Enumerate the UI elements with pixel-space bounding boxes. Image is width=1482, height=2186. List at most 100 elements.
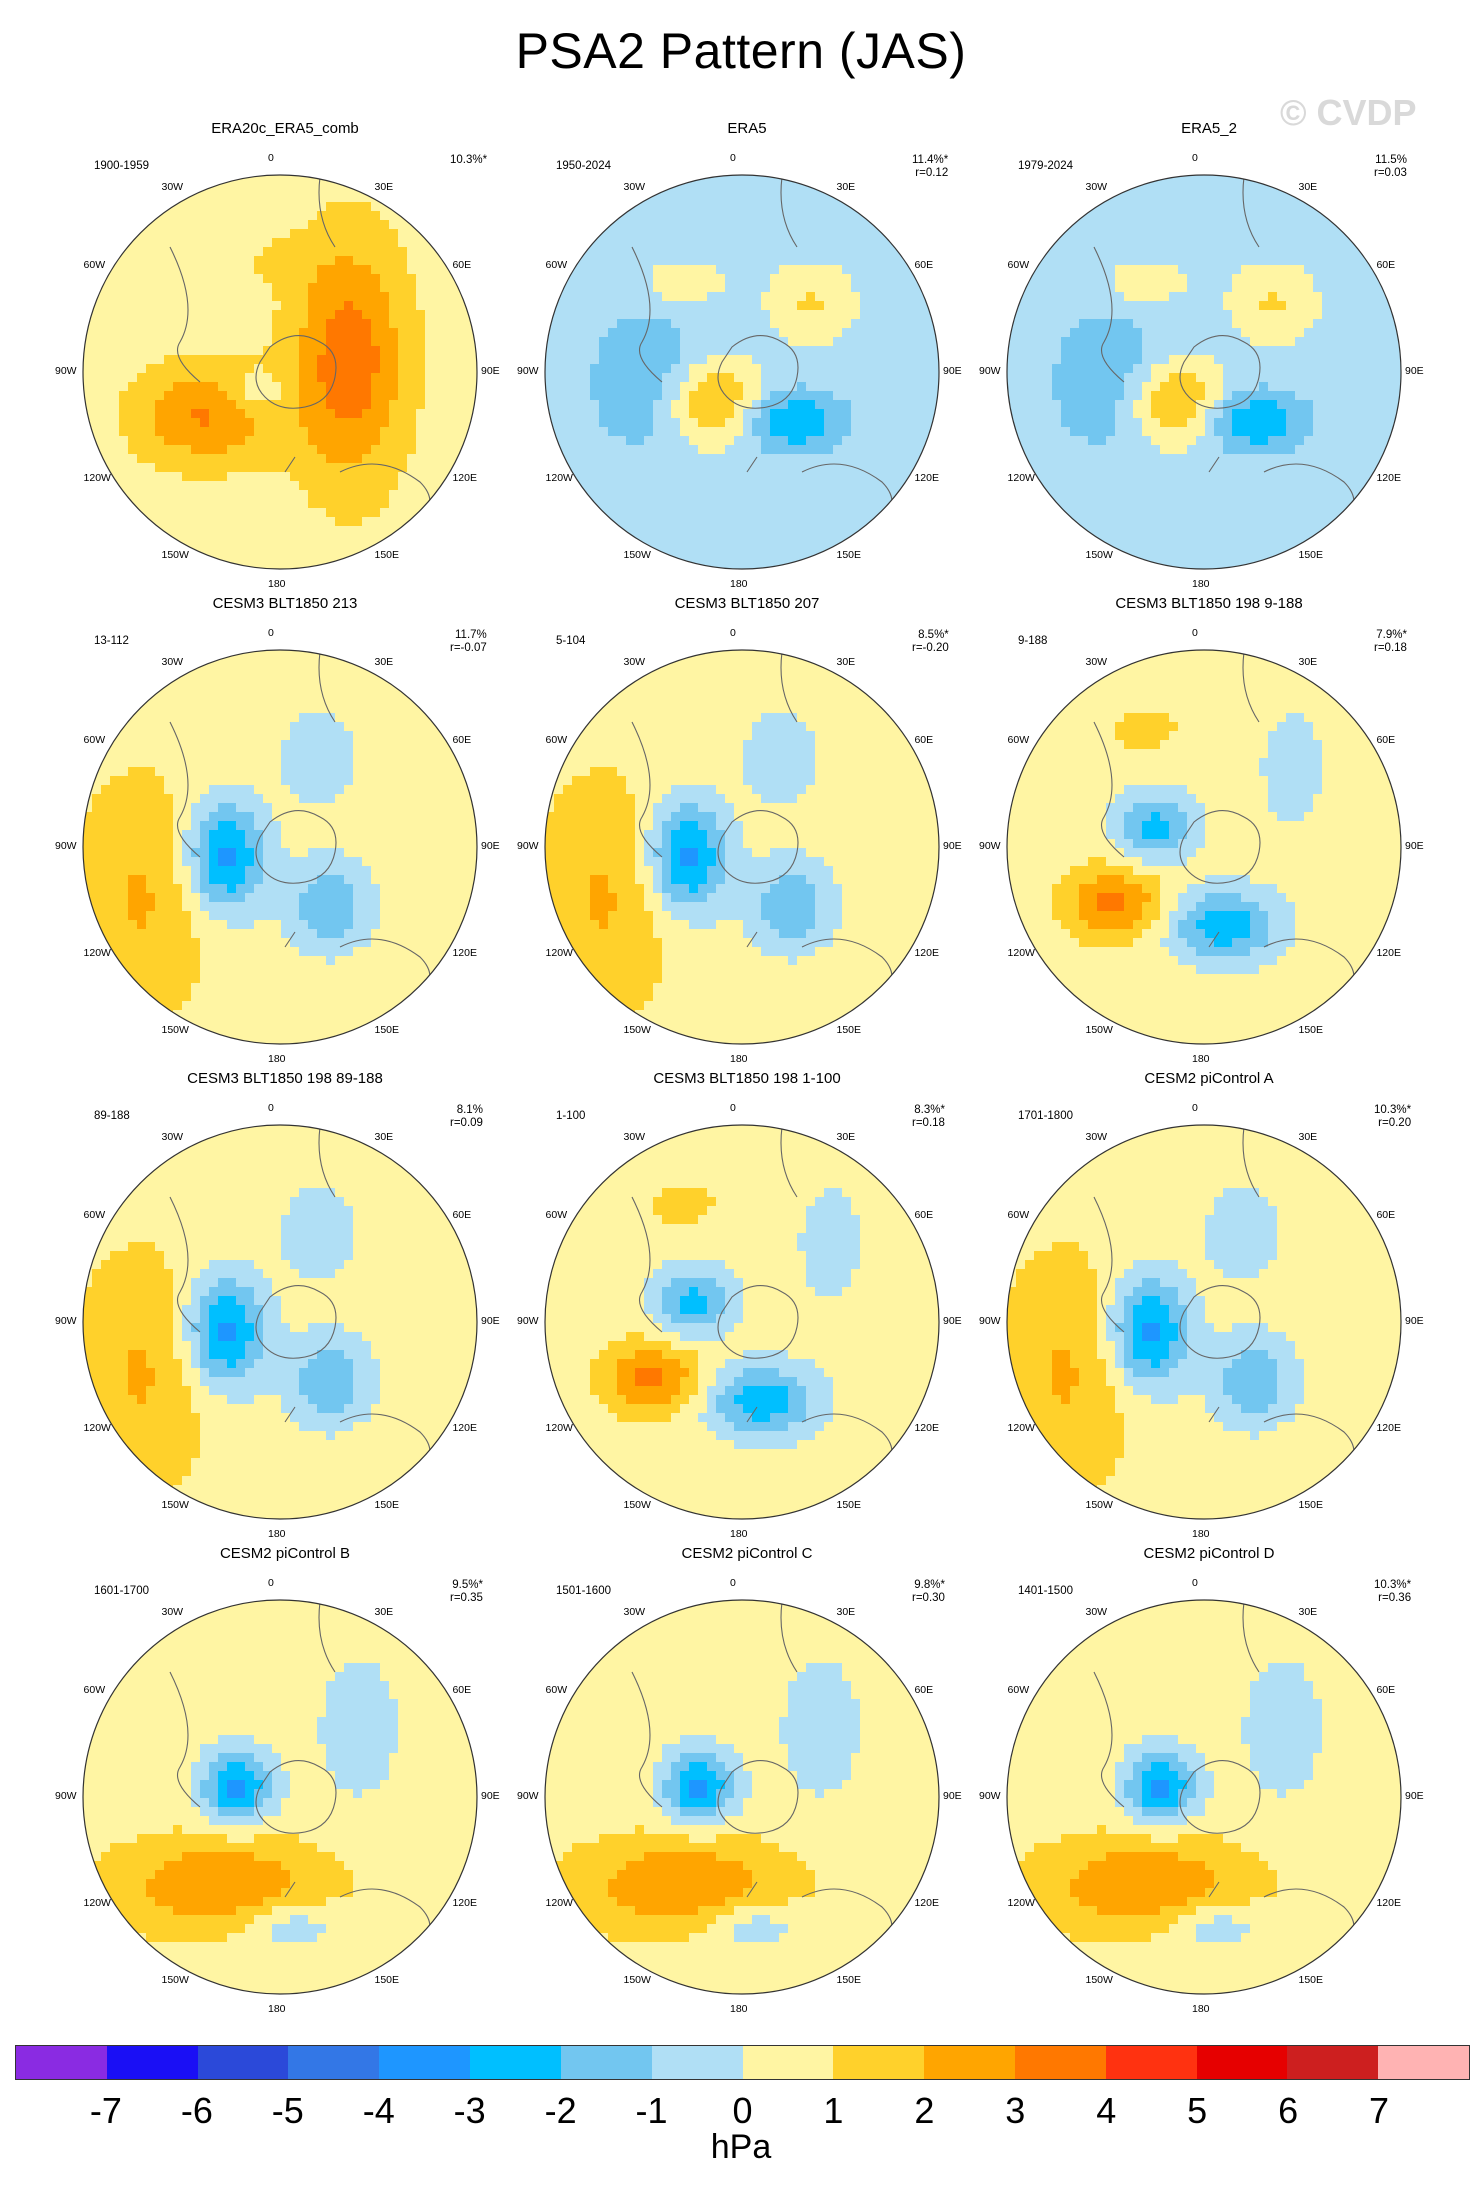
longitude-label: 150W [1086,1024,1113,1036]
polar-map [82,649,478,1045]
longitude-label: 0 [268,1577,274,1589]
longitude-label: 150W [624,1024,651,1036]
colorbar-swatch [833,2046,925,2079]
longitude-label: 150E [1299,549,1324,561]
longitude-label: 150W [162,1499,189,1511]
colorbar-tick-label: 7 [1369,2090,1389,2132]
colorbar-swatch [1105,2046,1197,2079]
colorbar-swatch [742,2046,834,2079]
anomaly-field [1007,650,1401,1044]
panel-period: 1601-1700 [94,1585,149,1597]
longitude-label: 30W [162,1606,184,1618]
longitude-label: 30E [837,656,856,668]
panel-title: ERA5_2 [974,120,1444,137]
longitude-label: 150E [1299,1499,1324,1511]
polar-map [544,649,940,1045]
longitude-label: 180 [730,578,748,590]
longitude-label: 60E [914,734,933,746]
colorbar-tick-label: -2 [545,2090,577,2132]
colorbar-tick-label: -3 [454,2090,486,2132]
coastline [169,1126,431,1473]
longitude-label: 30W [624,1606,646,1618]
map-border [82,649,478,1045]
polar-map [544,1599,940,1995]
longitude-label: 0 [730,152,736,164]
longitude-label: 180 [1192,1053,1210,1065]
longitude-label: 120W [84,947,111,959]
longitude-label: 60W [84,1684,106,1696]
longitude-label: 90E [481,840,500,852]
longitude-label: 60W [546,734,568,746]
longitude-label: 120E [452,947,477,959]
longitude-label: 150E [837,549,862,561]
colorbar-tick-label: 2 [914,2090,934,2132]
longitude-label: 0 [730,1102,736,1114]
longitude-label: 150W [162,1974,189,1986]
panel-period: 1950-2024 [556,160,611,172]
colorbar-tick-label: 0 [732,2090,752,2132]
longitude-label: 60W [1008,1684,1030,1696]
polar-map [82,1599,478,1995]
panel-title: CESM2 piControl D [974,1545,1444,1562]
longitude-label: 90E [481,365,500,377]
colorbar-tick-label: 6 [1278,2090,1298,2132]
map-border [1006,649,1402,1045]
longitude-label: 180 [730,1528,748,1540]
longitude-label: 120W [1008,1422,1035,1434]
map-border [1006,174,1402,570]
longitude-label: 120W [84,472,111,484]
longitude-label: 30W [1086,1131,1108,1143]
polar-map [82,174,478,570]
polar-map [1006,649,1402,1045]
polar-map [544,174,940,570]
longitude-label: 120E [914,947,939,959]
longitude-label: 150E [1299,1024,1324,1036]
anomaly-field [83,650,477,1044]
colorbar-swatch [651,2046,743,2079]
longitude-label: 90W [979,1315,1001,1327]
longitude-label: 0 [268,627,274,639]
colorbar-swatch [560,2046,652,2079]
polar-map [544,1124,940,1520]
page-title: PSA2 Pattern (JAS) [0,22,1482,80]
longitude-label: 90W [55,1315,77,1327]
longitude-label: 90E [1405,1315,1424,1327]
longitude-label: 0 [1192,152,1198,164]
map-panel: CESM2 piControl B 1601-1700 9.5%* r=0.35 0 3… [50,1545,520,2020]
coastline [1093,1601,1355,1948]
anomaly-field [83,1600,477,1994]
map-panel: ERA5_2 1979-2024 11.5% r=0.03 0 30E 60E 90E 120… [974,120,1444,595]
map-border [544,174,940,570]
longitude-label: 30E [375,181,394,193]
map-border [1006,1599,1402,1995]
longitude-label: 30E [375,656,394,668]
longitude-label: 60E [1376,1209,1395,1221]
longitude-label: 30W [162,1131,184,1143]
longitude-label: 90E [943,840,962,852]
polar-map [1006,1124,1402,1520]
anomaly-field [1007,1600,1401,1994]
panel-period: 1401-1500 [1018,1585,1073,1597]
longitude-label: 90W [55,365,77,377]
longitude-label: 90W [55,1790,77,1802]
longitude-label: 120W [546,1422,573,1434]
colorbar-units: hPa [0,2128,1482,2167]
longitude-label: 0 [730,1577,736,1589]
map-border [544,1124,940,1520]
longitude-label: 180 [1192,578,1210,590]
longitude-label: 0 [730,627,736,639]
panel-statistics: 8.1% r=0.09 [450,1104,483,1130]
map-panel: ERA5 1950-2024 11.4%* r=0.12 0 30E 60E 90E 120E… [512,120,982,595]
map-panel: CESM2 piControl D 1401-1500 10.3%* r=0.36 0… [974,1545,1444,2020]
longitude-label: 150W [1086,549,1113,561]
longitude-label: 30E [837,1606,856,1618]
longitude-label: 90W [517,1790,539,1802]
panel-statistics: 11.7% r=-0.07 [450,629,487,655]
map-panel: CESM3 BLT1850 213 13-112 11.7% r=-0.07 0 30E… [50,595,520,1070]
longitude-label: 180 [268,1053,286,1065]
longitude-label: 60W [546,1209,568,1221]
panel-period: 13-112 [94,635,129,647]
longitude-label: 0 [1192,627,1198,639]
panel-statistics: 11.5% r=0.03 [1374,154,1407,180]
colorbar-swatch [16,2046,107,2079]
